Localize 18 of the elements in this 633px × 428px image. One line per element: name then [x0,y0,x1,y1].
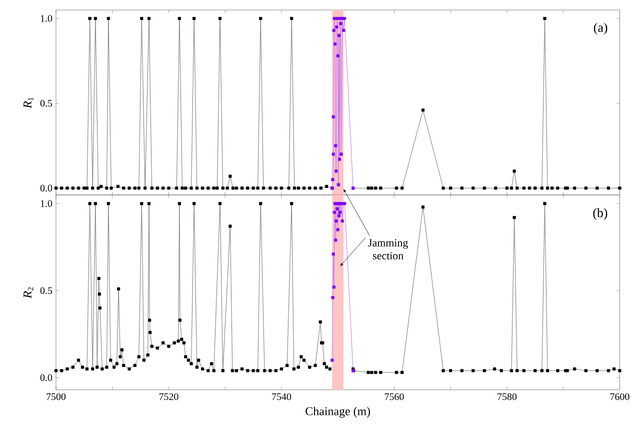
y-tick-label: 0.5 [40,100,52,107]
y-axis-title: R$_{1}$ [24,98,34,108]
x-tick-label: 7500 [46,393,66,400]
x-tick-label: 7600 [610,393,630,400]
x-tick-label: 7580 [498,393,517,400]
annotation: Jamming section [368,239,408,260]
y-tick-label: 1.0 [40,200,52,208]
x-axis-title: Chainage (m) [306,406,370,418]
y-tick-label: 0.0 [40,374,52,382]
y-tick-label: 1.0 [40,15,52,22]
x-tick-label: 7540 [272,393,292,400]
y-axis-title: R$_{2}$ [24,288,34,298]
x-tick-label: 7560 [384,393,404,400]
x-tick-label: 7520 [159,393,178,400]
annotation: (b) [593,208,608,220]
annotation: (a) [594,22,608,35]
y-tick-label: 0.5 [40,287,52,294]
y-tick-label: 0.0 [40,184,52,192]
